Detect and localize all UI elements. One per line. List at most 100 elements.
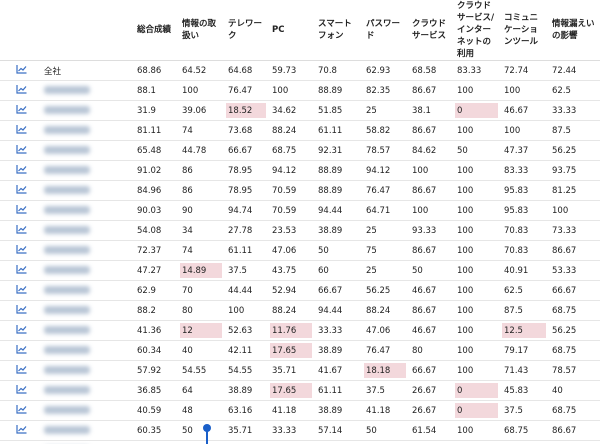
chart-icon[interactable] — [16, 264, 27, 274]
score-cell: 74 — [178, 120, 224, 141]
chart-icon-cell[interactable] — [0, 380, 40, 401]
chart-icon[interactable] — [16, 124, 27, 134]
score-cell: 37.5 — [362, 380, 408, 401]
score-cell: 38.89 — [314, 220, 362, 241]
score-cell: 57.14 — [314, 420, 362, 441]
row-name-blurred — [40, 360, 133, 381]
chart-icon[interactable] — [16, 164, 27, 174]
score-cell: 34.62 — [268, 100, 314, 121]
blurred-name — [44, 126, 90, 134]
score-cell: 64.71 — [362, 200, 408, 221]
chart-icon[interactable] — [16, 364, 27, 374]
score-cell: 70 — [178, 280, 224, 301]
chart-icon-cell[interactable] — [0, 340, 40, 361]
chart-icon-cell[interactable] — [0, 240, 40, 261]
score-cell: 56.25 — [548, 320, 600, 341]
score-cell: 100 — [453, 240, 500, 261]
chart-icon[interactable] — [16, 324, 27, 334]
slider-knob[interactable] — [203, 424, 211, 432]
chart-icon[interactable] — [16, 244, 27, 254]
score-cell: 91.02 — [133, 160, 178, 181]
chart-icon-cell[interactable] — [0, 320, 40, 341]
blurred-name — [44, 206, 90, 214]
chart-icon-cell[interactable] — [0, 440, 40, 444]
table-row: 47.27 14.89 37.5 43.75 60 25 50 100 40.91 53.33 — [0, 260, 600, 281]
score-cell: 68.75 — [268, 140, 314, 161]
score-cell: 46.67 — [408, 280, 453, 301]
chart-icon[interactable] — [16, 304, 27, 314]
score-cell: 70.83 — [500, 240, 548, 261]
score-cell: 39.06 — [178, 100, 224, 121]
blurred-name — [44, 426, 90, 434]
score-cell: 31.9 — [133, 100, 178, 121]
score-cell: 50 — [453, 140, 500, 161]
score-cell: 0 — [453, 100, 500, 121]
chart-icon[interactable] — [16, 64, 27, 74]
chart-icon-cell[interactable] — [0, 260, 40, 281]
chart-icon-cell[interactable] — [0, 100, 40, 121]
chart-icon[interactable] — [16, 344, 27, 354]
chart-icon-cell[interactable] — [0, 160, 40, 181]
score-cell: 18.18 — [362, 360, 408, 381]
blurred-name — [44, 386, 90, 394]
slider-line — [206, 430, 208, 444]
chart-icon[interactable] — [16, 104, 27, 114]
chart-icon-cell[interactable] — [0, 300, 40, 321]
chart-icon[interactable] — [16, 424, 27, 434]
score-cell: 68.86 — [133, 60, 178, 81]
chart-icon-cell[interactable] — [0, 60, 40, 81]
column-header: PC — [268, 0, 314, 61]
score-cell: 50 — [178, 420, 224, 441]
chart-icon-cell[interactable] — [0, 140, 40, 161]
table-row: 81.11 74 73.68 88.24 61.11 58.82 86.67 100 100 87… — [0, 120, 600, 141]
score-cell: 73.33 — [548, 220, 600, 241]
score-cell: 46.67 — [408, 440, 453, 444]
chart-icon[interactable] — [16, 84, 27, 94]
score-cell: 33.33 — [268, 420, 314, 441]
score-cell: 68.75 — [500, 420, 548, 441]
chart-icon[interactable] — [16, 204, 27, 214]
score-cell: 58.82 — [362, 120, 408, 141]
chart-icon[interactable] — [16, 384, 27, 394]
score-cell: 47.27 — [133, 260, 178, 281]
score-cell: 66.67 — [224, 140, 268, 161]
score-cell: 44.44 — [224, 280, 268, 301]
score-cell: 68.75 — [548, 340, 600, 361]
score-cell: 52.94 — [268, 280, 314, 301]
header-row: 総合成績 情報の取扱い テレワーク PC スマートフォン パスワード クラウドサービス クラウ… — [0, 0, 600, 61]
chart-icon-cell[interactable] — [0, 180, 40, 201]
score-cell: 26.67 — [408, 400, 453, 421]
blurred-name — [44, 266, 90, 274]
chart-icon[interactable] — [16, 184, 27, 194]
chart-icon-cell[interactable] — [0, 400, 40, 421]
chart-icon-cell[interactable] — [0, 280, 40, 301]
chart-icon-cell[interactable] — [0, 120, 40, 141]
table-row: 40.59 48 63.16 41.18 38.89 41.18 26.67 0 37.5 68.… — [0, 400, 600, 421]
score-cell: 50 — [362, 420, 408, 441]
score-cell: 54.08 — [133, 220, 178, 241]
blurred-name — [44, 286, 90, 294]
chart-icon[interactable] — [16, 404, 27, 414]
score-cell: 70.59 — [362, 440, 408, 444]
chart-icon-cell[interactable] — [0, 360, 40, 381]
chart-icon[interactable] — [16, 144, 27, 154]
score-cell: 62.5 — [500, 280, 548, 301]
score-cell: 25 — [362, 100, 408, 121]
score-cell: 100 — [453, 360, 500, 381]
score-cell: 64.99 — [133, 440, 178, 444]
chart-icon-cell[interactable] — [0, 220, 40, 241]
table-row: 88.1 100 76.47 100 88.89 82.35 86.67 100 100 62.5 — [0, 80, 600, 101]
chart-icon-cell[interactable] — [0, 200, 40, 221]
score-cell: 74 — [178, 240, 224, 261]
chart-icon-cell[interactable] — [0, 80, 40, 101]
score-cell: 100 — [408, 160, 453, 181]
score-cell: 90 — [178, 200, 224, 221]
blurred-name — [44, 326, 90, 334]
chart-icon[interactable] — [16, 224, 27, 234]
chart-icon[interactable] — [16, 284, 27, 294]
chart-icon-cell[interactable] — [0, 420, 40, 441]
blurred-name — [44, 346, 90, 354]
score-cell: 54.55 — [224, 360, 268, 381]
score-cell: 81.25 — [548, 180, 600, 201]
score-cell: 94.74 — [224, 200, 268, 221]
